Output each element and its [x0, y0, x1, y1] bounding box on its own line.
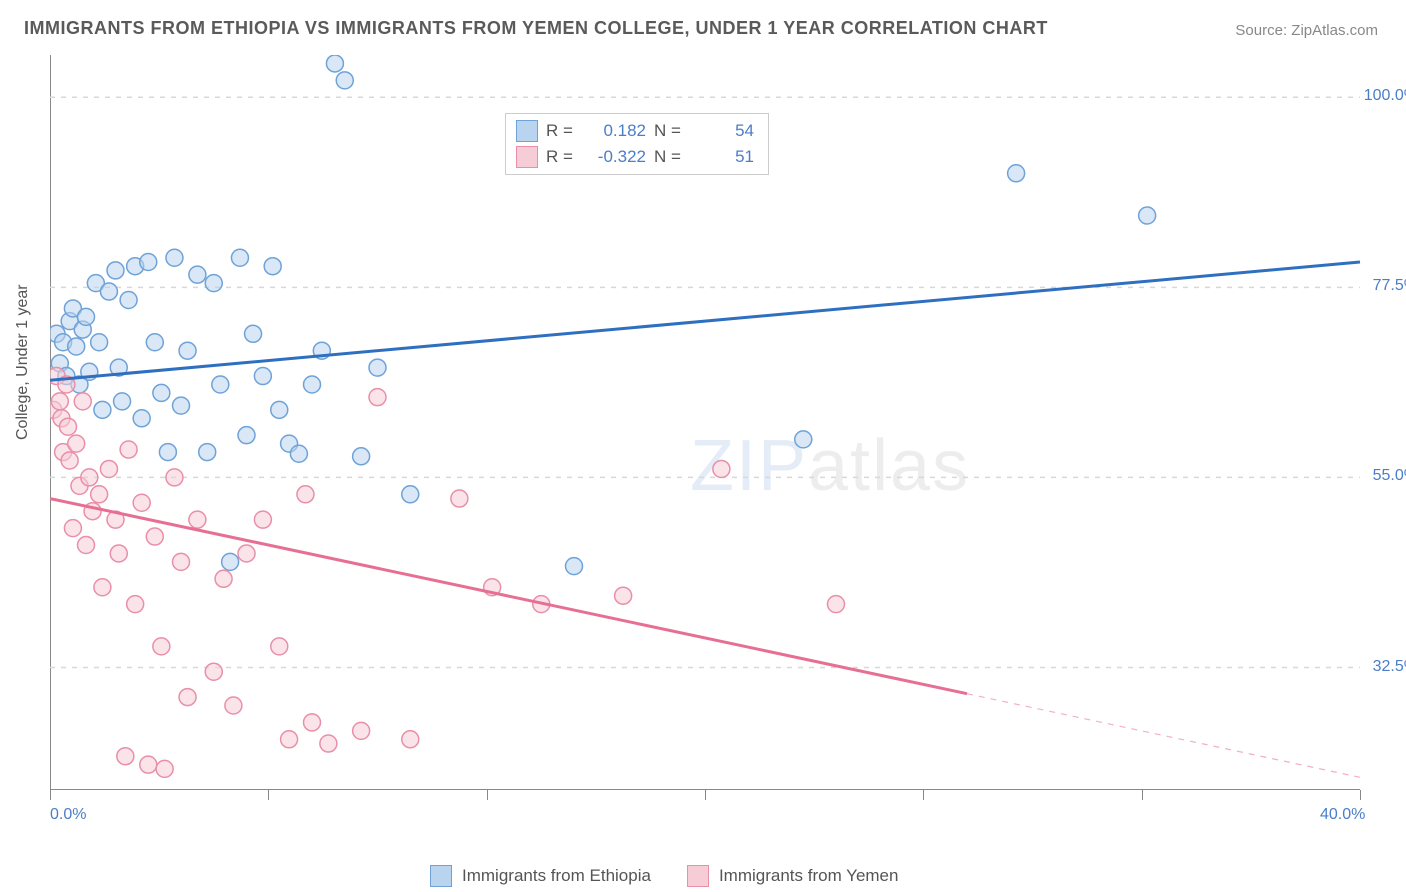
swatch-yemen: [687, 865, 709, 887]
r-label: R =: [546, 144, 574, 170]
n-label: N =: [654, 118, 682, 144]
legend-item-yemen: Immigrants from Yemen: [687, 865, 899, 887]
y-tick-label: 100.0%: [1364, 87, 1406, 105]
y-tick-label: 77.5%: [1373, 277, 1406, 295]
swatch-ethiopia: [516, 120, 538, 142]
plot-area: ZIPatlas 32.5%55.0%77.5%100.0% 0.0%40.0%…: [50, 55, 1380, 830]
legend-item-ethiopia: Immigrants from Ethiopia: [430, 865, 651, 887]
x-tick-mark: [50, 790, 51, 800]
source-link[interactable]: ZipAtlas.com: [1291, 22, 1378, 39]
r-label: R =: [546, 118, 574, 144]
y-tick-label: 55.0%: [1373, 467, 1406, 485]
r-value-yemen: -0.322: [582, 144, 646, 170]
x-tick-mark: [1360, 790, 1361, 800]
x-tick-mark: [923, 790, 924, 800]
swatch-ethiopia: [430, 865, 452, 887]
y-axis-label: College, Under 1 year: [14, 284, 32, 440]
source-attribution: Source: ZipAtlas.com: [1235, 22, 1378, 39]
x-tick-mark: [268, 790, 269, 800]
swatch-yemen: [516, 146, 538, 168]
legend-bottom: Immigrants from Ethiopia Immigrants from…: [430, 865, 898, 887]
n-value-yemen: 51: [690, 144, 754, 170]
x-tick-label: 40.0%: [1320, 806, 1365, 824]
x-tick-label: 0.0%: [50, 806, 86, 824]
legend-stats-box: R = 0.182 N = 54 R = -0.322 N = 51: [505, 113, 769, 175]
legend-stats-row-yemen: R = -0.322 N = 51: [516, 144, 754, 170]
y-tick-label: 32.5%: [1373, 658, 1406, 676]
x-tick-mark: [1142, 790, 1143, 800]
legend-label-ethiopia: Immigrants from Ethiopia: [462, 866, 651, 886]
x-tick-mark: [705, 790, 706, 800]
r-value-ethiopia: 0.182: [582, 118, 646, 144]
x-tick-mark: [487, 790, 488, 800]
source-label: Source:: [1235, 22, 1287, 39]
legend-label-yemen: Immigrants from Yemen: [719, 866, 899, 886]
legend-stats-row-ethiopia: R = 0.182 N = 54: [516, 118, 754, 144]
n-value-ethiopia: 54: [690, 118, 754, 144]
n-label: N =: [654, 144, 682, 170]
chart-title: IMMIGRANTS FROM ETHIOPIA VS IMMIGRANTS F…: [24, 18, 1048, 39]
